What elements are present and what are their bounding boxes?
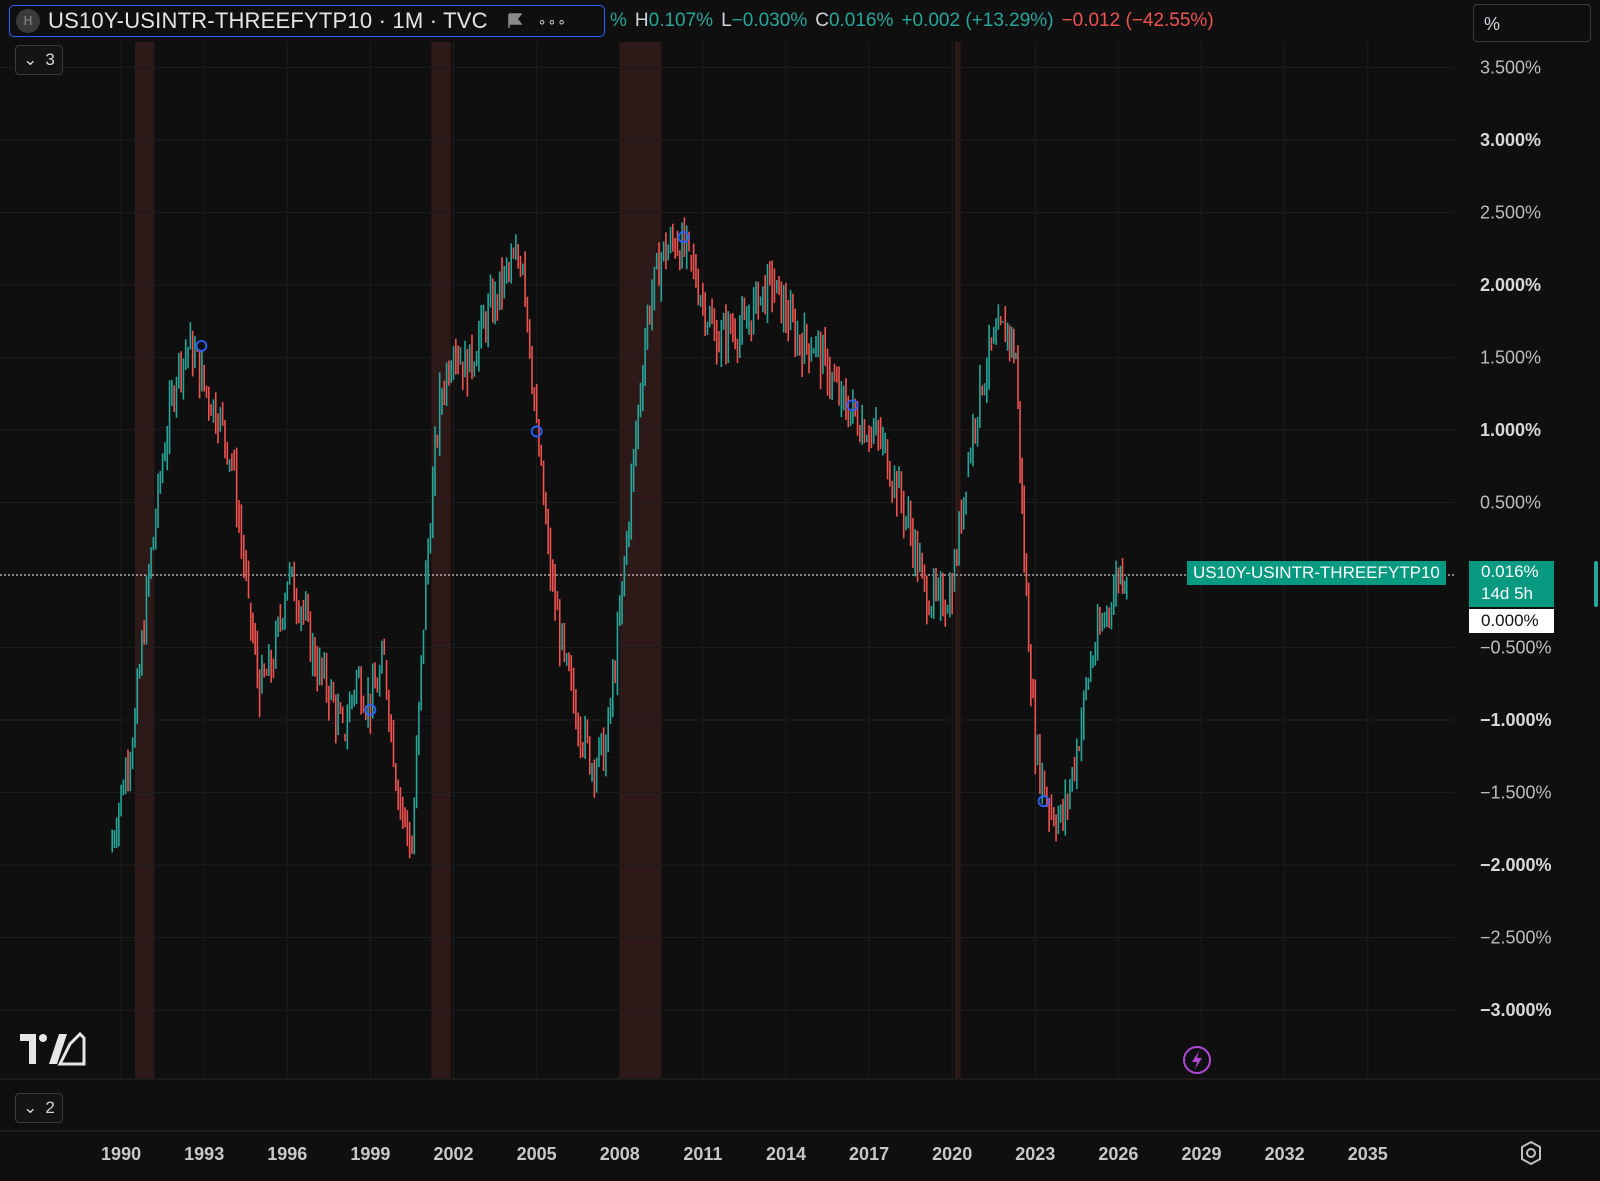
recession-band-1 <box>431 42 451 1078</box>
change-value: +0.002 (+13.29%) <box>901 10 1054 31</box>
flag-icon[interactable] <box>508 13 522 29</box>
scroll-indicator <box>1594 561 1598 607</box>
x-tick-label-7: 2011 <box>683 1144 722 1164</box>
symbol-title[interactable]: US10Y-USINTR-THREEFYTP10 · 1M · TVC <box>48 8 488 33</box>
event-marker-0 <box>195 339 208 352</box>
bottom-pane-count: 2 <box>45 1098 55 1117</box>
series-name-tag: US10Y-USINTR-THREEFYTP10 <box>1187 561 1446 585</box>
x-tick-label-9: 2017 <box>849 1144 889 1164</box>
y-tick-label-3: 2.000% <box>1480 275 1541 295</box>
pct-prefix: % <box>610 10 627 31</box>
settings-icon[interactable] <box>1518 1140 1544 1166</box>
tradingview-logo-icon[interactable] <box>20 1030 86 1070</box>
high-value: 0.107% <box>648 10 714 31</box>
x-tick-label-11: 2023 <box>1015 1144 1055 1164</box>
low-label: L <box>721 10 732 31</box>
x-tick-label-5: 2005 <box>517 1144 557 1164</box>
y-tick-label-2: 2.500% <box>1480 203 1541 223</box>
x-tick-label-4: 2002 <box>433 1144 473 1164</box>
close-value: 0.016% <box>828 10 894 31</box>
source-badge: H <box>16 9 40 33</box>
x-tick-label-1: 1993 <box>184 1144 224 1164</box>
y-tick-label-11: −2.500% <box>1480 928 1552 948</box>
low-value: −0.030% <box>731 10 808 31</box>
event-marker-5 <box>1037 795 1050 808</box>
chevron-down-icon: ⌄ <box>23 1098 38 1117</box>
lightning-icon[interactable] <box>1182 1045 1212 1075</box>
ohlc-values: % H0.107% L−0.030% C0.016% +0.002 (+13.2… <box>610 10 1214 32</box>
x-tick-label-2: 1996 <box>267 1144 307 1164</box>
recession-band-0 <box>134 42 155 1078</box>
y-tick-label-4: 1.500% <box>1480 348 1541 368</box>
event-marker-4 <box>846 399 859 412</box>
top-pane-toggle[interactable]: ⌄ 3 <box>15 45 63 75</box>
x-tick-label-10: 2020 <box>932 1144 972 1164</box>
chevron-down-icon: ⌄ <box>23 50 38 69</box>
y-tick-label-7: −0.500% <box>1480 638 1552 658</box>
y-tick-label-12: −3.000% <box>1480 1000 1552 1020</box>
x-tick-label-12: 2026 <box>1098 1144 1138 1164</box>
y-tick-label-0: 3.500% <box>1480 58 1541 78</box>
x-tick-label-6: 2008 <box>600 1144 640 1164</box>
event-marker-2 <box>530 425 543 438</box>
event-marker-3 <box>677 231 690 244</box>
y-tick-label-1: 3.000% <box>1480 130 1541 150</box>
high-label: H <box>634 10 649 31</box>
top-pane-count: 3 <box>45 50 55 69</box>
y-tick-label-8: −1.000% <box>1480 710 1552 730</box>
x-tick-label-3: 1999 <box>350 1144 390 1164</box>
bottom-pane-toggle[interactable]: ⌄ 2 <box>15 1093 63 1123</box>
y-tick-label-5: 1.000% <box>1480 420 1541 440</box>
x-tick-label-13: 2029 <box>1181 1144 1221 1164</box>
last-price-label: 0.016% 14d 5h <box>1469 561 1554 607</box>
x-tick-label-15: 2035 <box>1348 1144 1388 1164</box>
countdown-value: 14d 5h <box>1481 584 1533 603</box>
unit-selector[interactable]: % <box>1473 4 1591 42</box>
recession-band-3 <box>954 42 961 1078</box>
zero-price-label: 0.000% <box>1469 609 1554 633</box>
x-tick-label-8: 2014 <box>766 1144 806 1164</box>
symbol-legend[interactable]: H US10Y-USINTR-THREEFYTP10 · 1M · TVC ∘∘… <box>9 5 605 37</box>
change-value-2: −0.012 (−42.55%) <box>1061 10 1214 31</box>
x-tick-label-0: 1990 <box>101 1144 141 1164</box>
last-price-value: 0.016% <box>1481 562 1539 581</box>
more-icon[interactable]: ∘∘∘ <box>537 12 568 29</box>
y-tick-label-9: −1.500% <box>1480 783 1552 803</box>
y-tick-label-10: −2.000% <box>1480 855 1552 875</box>
event-marker-1 <box>364 703 377 716</box>
x-tick-label-14: 2032 <box>1265 1144 1305 1164</box>
y-tick-label-6: 0.500% <box>1480 493 1541 513</box>
close-label: C <box>815 10 829 31</box>
